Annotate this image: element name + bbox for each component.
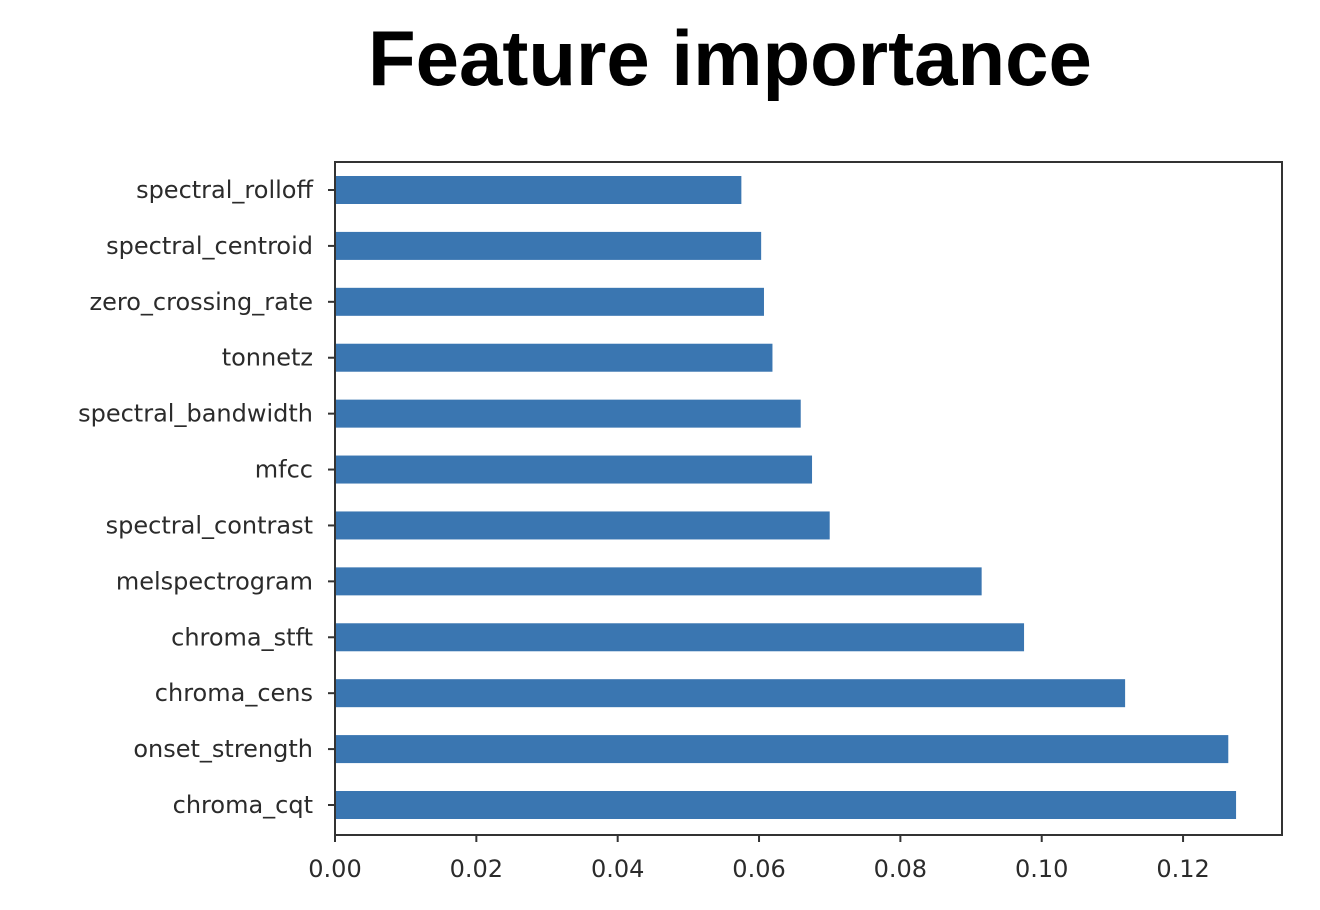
y-tick-label: chroma_cens — [155, 679, 313, 707]
y-tick-label: spectral_contrast — [106, 511, 313, 539]
y-tick-label: chroma_cqt — [173, 791, 313, 819]
y-tick-label: tonnetz — [222, 344, 313, 372]
y-tick-label: melspectrogram — [116, 567, 313, 595]
plot-frame — [334, 161, 1283, 836]
bar-tonnetz — [335, 343, 773, 372]
y-tick-label: chroma_stft — [171, 623, 313, 651]
x-tick-label: 0.06 — [732, 855, 785, 883]
x-tick-label: 0.02 — [450, 855, 503, 883]
x-tick-label: 0.10 — [1015, 855, 1068, 883]
y-tick-label: spectral_centroid — [106, 232, 313, 260]
bar-chroma_cens — [335, 679, 1126, 708]
bar-chroma_stft — [335, 623, 1025, 652]
bar-mfcc — [335, 455, 813, 484]
bar-spectral_contrast — [335, 511, 830, 540]
x-tick-label: 0.00 — [308, 855, 361, 883]
bar-onset_strength — [335, 735, 1229, 764]
x-tick-label: 0.12 — [1156, 855, 1209, 883]
y-tick-label: spectral_rolloff — [136, 176, 313, 204]
y-tick-label: mfcc — [255, 456, 313, 484]
bar-chroma_cqt — [335, 791, 1237, 819]
y-tick-label: onset_strength — [133, 735, 313, 763]
y-tick-labels: spectral_rolloff spectral_centroid zero_cr… — [78, 176, 335, 819]
y-tick-label: spectral_bandwidth — [78, 400, 313, 428]
bar-zero_crossing_rate — [335, 287, 764, 316]
bars-group — [335, 176, 1237, 819]
bar-spectral_centroid — [335, 231, 762, 260]
bar-melspectrogram — [335, 567, 982, 596]
bar-spectral_rolloff — [335, 176, 742, 204]
x-tick-label: 0.04 — [591, 855, 644, 883]
x-tick-label: 0.08 — [874, 855, 927, 883]
x-ticks: 0.00 0.02 0.04 0.06 0.08 0.10 0.12 — [308, 835, 1210, 883]
y-tick-label: zero_crossing_rate — [90, 288, 313, 316]
chart-title: Feature importance — [368, 14, 1092, 102]
bar-spectral_bandwidth — [335, 399, 801, 428]
